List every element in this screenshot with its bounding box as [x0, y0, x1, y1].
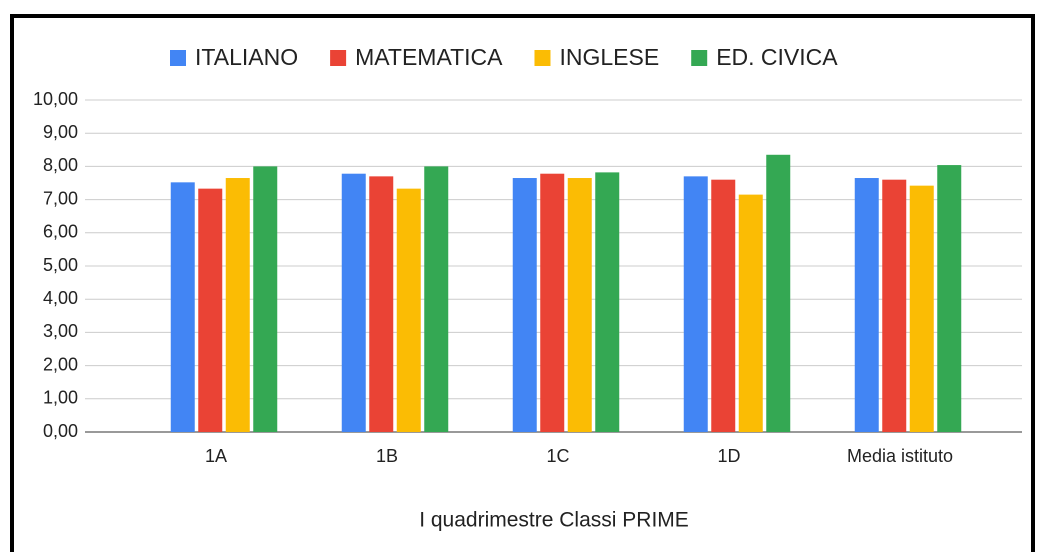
bar — [424, 166, 449, 432]
bar — [253, 166, 278, 432]
y-tick-label: 9,00 — [43, 122, 78, 142]
legend-swatch — [170, 50, 186, 66]
bar — [683, 176, 708, 432]
bar — [225, 178, 250, 432]
bar — [567, 178, 592, 432]
legend-label: MATEMATICA — [355, 44, 503, 70]
legend-label: ITALIANO — [195, 44, 298, 70]
bar — [854, 178, 879, 432]
bar — [711, 179, 736, 432]
y-tick-label: 10,00 — [33, 89, 78, 109]
legend-label: ED. CIVICA — [716, 44, 838, 70]
x-tick-label: 1B — [376, 446, 398, 466]
x-tick-label: 1D — [717, 446, 740, 466]
bar — [170, 182, 195, 432]
bar — [738, 194, 763, 432]
bar — [595, 172, 620, 432]
bar — [540, 173, 565, 433]
legend-swatch — [330, 50, 347, 66]
x-axis-title: I quadrimestre Classi PRIME — [419, 509, 689, 532]
bar — [512, 178, 537, 432]
y-tick-label: 1,00 — [43, 388, 78, 408]
legend-swatch — [691, 50, 708, 66]
y-tick-label: 2,00 — [43, 354, 78, 374]
y-tick-label: 6,00 — [43, 222, 78, 242]
bar — [909, 185, 934, 432]
x-tick-label: Media istituto — [847, 446, 953, 466]
x-tick-label: 1C — [546, 446, 569, 466]
chart-border — [10, 14, 1035, 552]
y-tick-label: 4,00 — [43, 288, 78, 308]
y-tick-label: 7,00 — [43, 188, 78, 208]
bar — [882, 179, 907, 432]
x-tick-label: 1A — [205, 446, 227, 466]
legend-swatch — [534, 50, 551, 66]
y-tick-label: 3,00 — [43, 321, 78, 341]
y-tick-label: 8,00 — [43, 155, 78, 175]
bar — [369, 176, 394, 432]
bar — [937, 165, 962, 432]
legend-label: INGLESE — [559, 44, 659, 70]
bar — [198, 188, 223, 432]
bar — [766, 154, 791, 432]
y-tick-label: 5,00 — [43, 255, 78, 275]
bar — [341, 173, 366, 433]
bar — [396, 188, 421, 432]
y-tick-label: 0,00 — [43, 421, 78, 441]
